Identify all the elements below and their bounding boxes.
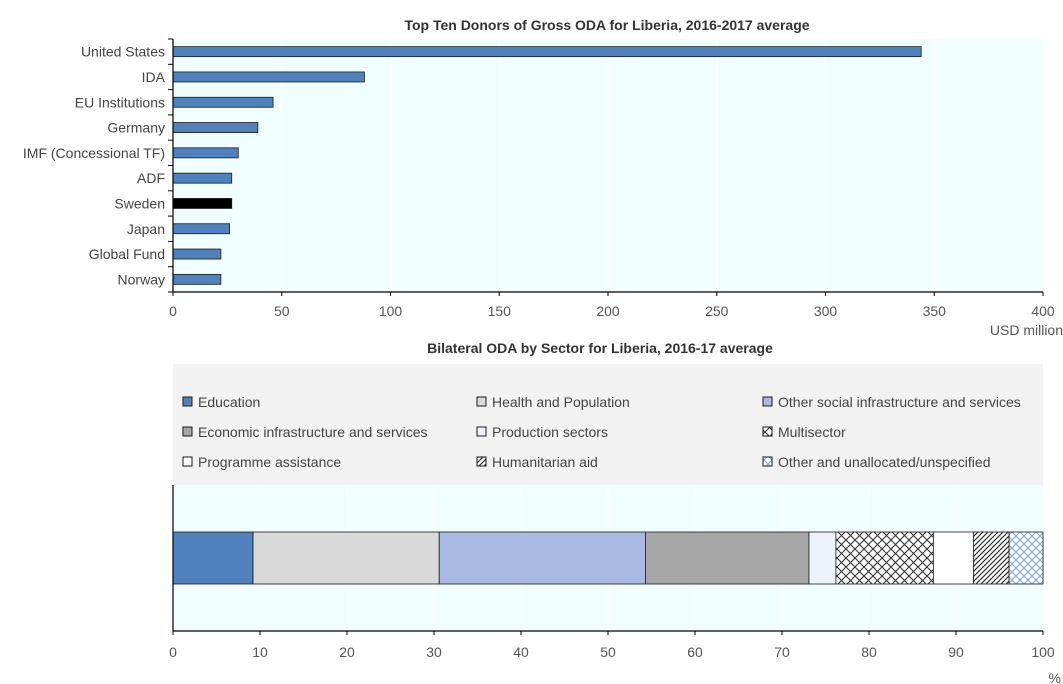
segment-education bbox=[172, 531, 254, 585]
bar-japan bbox=[172, 223, 230, 235]
x-tick-label: 70 bbox=[774, 644, 790, 660]
segment-humanitarian-aid bbox=[973, 531, 1010, 585]
category-label-ida: IDA bbox=[142, 69, 166, 85]
legend-label: Humanitarian aid bbox=[492, 454, 598, 470]
x-tick-label: 400 bbox=[1031, 303, 1055, 319]
sectors-stacked-bar bbox=[172, 531, 1044, 585]
legend-swatch bbox=[476, 426, 487, 437]
x-tick-label: 50 bbox=[600, 644, 616, 660]
x-tick-label: 100 bbox=[1031, 644, 1055, 660]
legend-item-humanitarian-aid: Humanitarian aid bbox=[476, 454, 598, 470]
donors-category-labels: United States IDA EU Institutions Germany IM… bbox=[23, 44, 166, 288]
x-tick-label: 60 bbox=[687, 644, 703, 660]
x-tick-label: 250 bbox=[705, 303, 729, 319]
x-tick-label: 0 bbox=[169, 644, 177, 660]
x-tick-label: 20 bbox=[339, 644, 355, 660]
donors-tick-labels: 0 50 100 150 200 250 300 350 400 bbox=[169, 303, 1055, 319]
sectors-axis bbox=[172, 485, 1044, 635]
x-tick-label: 30 bbox=[426, 644, 442, 660]
legend-swatch bbox=[182, 396, 193, 407]
x-tick-label: 50 bbox=[274, 303, 290, 319]
legend-item-programme-assistance: Programme assistance bbox=[182, 454, 341, 470]
bar-imf-concessional-tf bbox=[172, 147, 239, 159]
legend-swatch bbox=[476, 396, 487, 407]
legend-swatch bbox=[182, 456, 193, 467]
sectors-x-axis-label: % bbox=[1049, 670, 1061, 684]
category-label-united-states: United States bbox=[81, 44, 165, 60]
segment-other-and-unallocated-unspecified bbox=[1008, 531, 1044, 585]
bar-norway bbox=[172, 273, 222, 285]
segment-other-social-infrastructure-and-services bbox=[438, 531, 646, 585]
x-tick-label: 80 bbox=[861, 644, 877, 660]
sectors-legend-area bbox=[173, 364, 1043, 485]
donors-x-axis-label: USD million bbox=[990, 322, 1063, 338]
x-tick-label: 350 bbox=[923, 303, 947, 319]
x-tick-label: 0 bbox=[169, 303, 177, 319]
segment-health-and-population bbox=[252, 531, 440, 585]
category-label-adf: ADF bbox=[137, 170, 165, 186]
category-label-imf-concessional-tf: IMF (Concessional TF) bbox=[23, 145, 165, 161]
legend-swatch bbox=[476, 456, 487, 467]
bar-sweden bbox=[172, 198, 233, 209]
donors-axis bbox=[168, 38, 1044, 296]
bar-global-fund bbox=[172, 248, 222, 260]
legend-item-economic-infrastructure-and-services: Economic infrastructure and services bbox=[182, 424, 428, 440]
x-tick-label: 90 bbox=[948, 644, 964, 660]
x-tick-label: 100 bbox=[379, 303, 403, 319]
legend-label: Health and Population bbox=[492, 394, 630, 410]
legend-label: Other and unallocated/unspecified bbox=[778, 454, 990, 470]
legend-item-other-and-unallocated-unspecified: Other and unallocated/unspecified bbox=[762, 454, 990, 470]
legend-label: Economic infrastructure and services bbox=[198, 424, 428, 440]
donors-chart-title: Top Ten Donors of Gross ODA for Liberia,… bbox=[404, 17, 809, 33]
legend-swatch bbox=[182, 426, 193, 437]
segment-production-sectors bbox=[808, 531, 837, 585]
bar-germany bbox=[172, 122, 259, 133]
legend-item-multisector: Multisector bbox=[762, 424, 846, 440]
x-tick-label: 40 bbox=[513, 644, 529, 660]
segment-economic-infrastructure-and-services bbox=[645, 531, 810, 585]
legend-swatch bbox=[762, 456, 773, 467]
category-label-global-fund: Global Fund bbox=[89, 246, 165, 262]
sectors-chart-title: Bilateral ODA by Sector for Liberia, 201… bbox=[427, 340, 773, 356]
sectors-tick-labels: 0 10 20 30 40 50 60 70 80 90 100 bbox=[169, 644, 1055, 660]
legend-label: Programme assistance bbox=[198, 454, 341, 470]
category-label-germany: Germany bbox=[107, 120, 165, 136]
sectors-chart: Bilateral ODA by Sector for Liberia, 201… bbox=[169, 340, 1061, 684]
legend-item-education: Education bbox=[182, 394, 260, 410]
segment-programme-assistance bbox=[932, 531, 974, 585]
category-label-japan: Japan bbox=[127, 221, 165, 237]
legend-label: Other social infrastructure and services bbox=[778, 394, 1021, 410]
legend-label: Production sectors bbox=[492, 424, 608, 440]
legend-swatch bbox=[762, 426, 773, 437]
category-label-norway: Norway bbox=[118, 271, 165, 287]
legend-label: Multisector bbox=[778, 424, 846, 440]
bar-eu-institutions bbox=[172, 96, 274, 108]
x-tick-label: 300 bbox=[814, 303, 838, 319]
sectors-legend: Education Health and Population Other soci… bbox=[182, 394, 1021, 470]
legend-item-health-and-population: Health and Population bbox=[476, 394, 630, 410]
legend-item-other-social-infrastructure-and-services: Other social infrastructure and services bbox=[762, 394, 1021, 410]
x-tick-label: 10 bbox=[252, 644, 268, 660]
bar-adf bbox=[172, 172, 233, 184]
legend-item-production-sectors: Production sectors bbox=[476, 424, 608, 440]
legend-swatch bbox=[762, 396, 773, 407]
category-label-sweden: Sweden bbox=[114, 195, 165, 211]
donors-chart: Top Ten Donors of Gross ODA for Liberia,… bbox=[23, 17, 1063, 338]
x-tick-label: 150 bbox=[488, 303, 512, 319]
legend-label: Education bbox=[198, 394, 260, 410]
donors-bars bbox=[172, 46, 922, 285]
bar-ida bbox=[172, 71, 365, 83]
category-label-eu-institutions: EU Institutions bbox=[75, 94, 165, 110]
segment-multisector bbox=[835, 531, 934, 585]
bar-united-states bbox=[172, 46, 922, 58]
x-tick-label: 200 bbox=[596, 303, 620, 319]
